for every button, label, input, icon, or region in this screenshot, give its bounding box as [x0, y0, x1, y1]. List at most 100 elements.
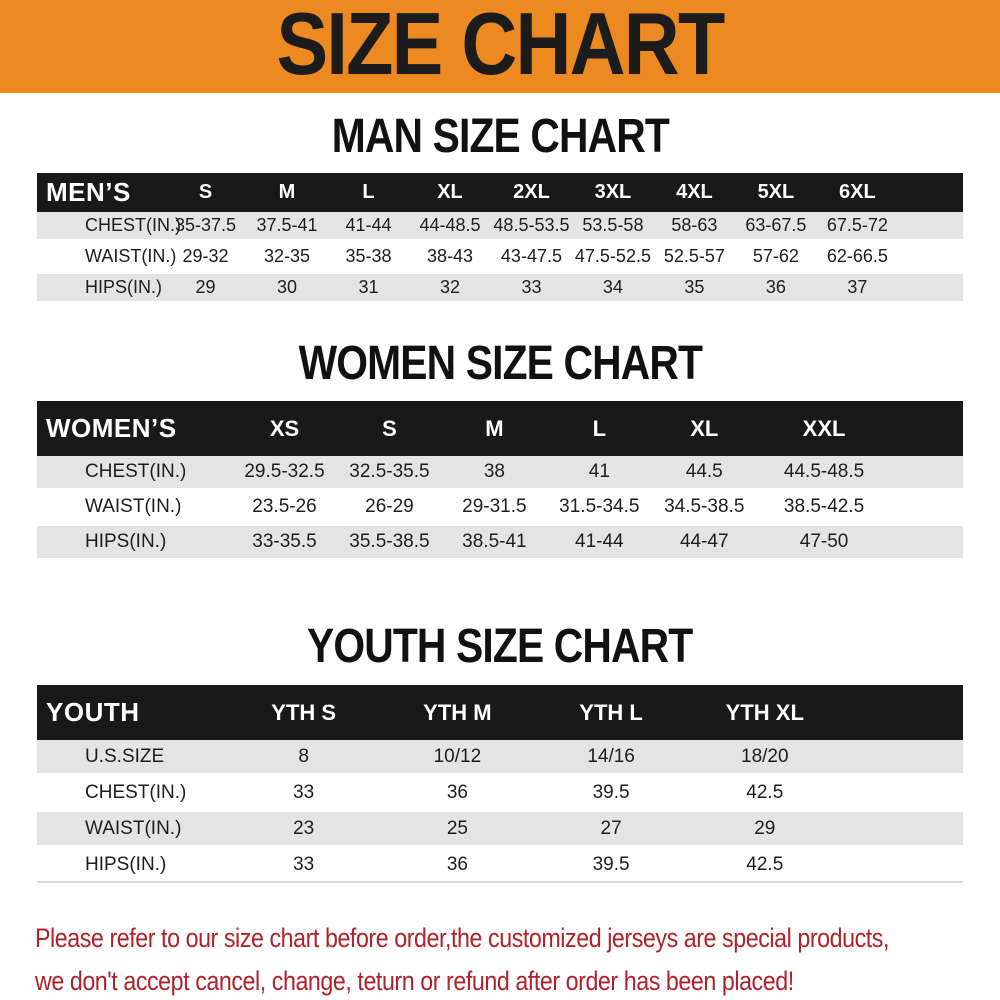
- table-cell: 37.5-41: [246, 212, 328, 243]
- table-cell: 29: [687, 812, 842, 848]
- row-label: WAIST(IN.): [37, 243, 176, 274]
- table-cell: 32.5-35.5: [336, 456, 442, 491]
- spacer-cell: [841, 685, 963, 740]
- column-header: YTH XL: [687, 685, 842, 740]
- footer-line-1: Please refer to our size chart before or…: [35, 923, 889, 953]
- table-cell: 23.5-26: [232, 491, 337, 526]
- table-cell: 63-67.5: [735, 212, 817, 243]
- table-cell: 33: [490, 274, 573, 305]
- spacer-cell: [841, 740, 963, 776]
- table-cell: 18/20: [687, 740, 842, 776]
- table-cell: 34: [572, 274, 654, 305]
- table-cell: 38-43: [409, 243, 491, 274]
- column-header: S: [336, 401, 442, 456]
- women-section-heading: WOMEN SIZE CHART: [0, 339, 1000, 389]
- table-cell: 38.5-42.5: [756, 491, 892, 526]
- column-header: XL: [651, 401, 757, 456]
- table-cell: 33: [226, 848, 381, 883]
- women-header-label: WOMEN’S: [37, 401, 233, 456]
- table-cell: 37: [816, 274, 899, 305]
- table-cell: 31.5-34.5: [546, 491, 652, 526]
- table-cell: 35.5-38.5: [336, 526, 442, 561]
- table-cell: 10/12: [380, 740, 535, 776]
- table-row: CHEST(IN.) 33 36 39.5 42.5: [37, 776, 963, 812]
- table-cell: 42.5: [687, 848, 842, 883]
- spacer-cell: [891, 491, 963, 526]
- table-cell: 31: [327, 274, 410, 305]
- table-cell: 35: [653, 274, 736, 305]
- table-cell: 33: [226, 776, 381, 812]
- spacer-cell: [891, 456, 963, 491]
- row-label: CHEST(IN.): [37, 776, 227, 812]
- table-cell: 35-37.5: [164, 212, 247, 243]
- table-cell: 41-44: [546, 526, 652, 561]
- table-cell: 25: [380, 812, 535, 848]
- column-header: XS: [232, 401, 337, 456]
- table-cell: 33-35.5: [232, 526, 337, 561]
- row-label: CHEST(IN.): [37, 212, 181, 243]
- column-header: XXL: [756, 401, 892, 456]
- table-cell: 47-50: [756, 526, 892, 561]
- table-cell: 29-31.5: [441, 491, 547, 526]
- column-header: YTH M: [380, 685, 535, 740]
- table-row: HIPS(IN.) 33 36 39.5 42.5: [37, 848, 963, 883]
- table-cell: 39.5: [534, 776, 688, 812]
- row-label: CHEST(IN.): [37, 456, 233, 491]
- table-cell: 32: [409, 274, 491, 305]
- table-header-row: MEN’S S M L XL 2XL 3XL 4XL 5XL 6XL: [37, 173, 963, 212]
- table-cell: 43-47.5: [490, 243, 573, 274]
- column-header: YTH L: [534, 685, 688, 740]
- banner-title: SIZE CHART: [276, 0, 725, 93]
- mens-size-table: MEN’S S M L XL 2XL 3XL 4XL 5XL 6XL CHEST(IN.) 35-37…: [37, 173, 963, 305]
- footer-line-2: we don't accept cancel, change, teturn o…: [35, 966, 794, 996]
- women-section-heading-text: WOMEN SIZE CHART: [298, 337, 702, 390]
- table-cell: 44.5-48.5: [756, 456, 892, 491]
- column-header: S: [164, 173, 247, 212]
- row-label: WAIST(IN.): [37, 812, 227, 848]
- table-cell: 34.5-38.5: [651, 491, 757, 526]
- youth-section-heading-text: YOUTH SIZE CHART: [307, 620, 693, 673]
- table-cell: 44-47: [651, 526, 757, 561]
- table-row: U.S.SIZE 8 10/12 14/16 18/20: [37, 740, 963, 776]
- man-section-heading: MAN SIZE CHART: [0, 112, 1000, 162]
- column-header: L: [327, 173, 410, 212]
- spacer-cell: [891, 526, 963, 561]
- table-header-row: WOMEN’S XS S M L XL XXL: [37, 401, 963, 456]
- column-header: M: [441, 401, 547, 456]
- row-label: U.S.SIZE: [37, 740, 227, 776]
- womens-size-table: WOMEN’S XS S M L XL XXL CHEST(IN.) 29.5-32.5 32.5…: [37, 401, 963, 561]
- spacer-cell: [898, 243, 963, 274]
- column-header: 3XL: [572, 173, 654, 212]
- table-cell: 29: [164, 274, 247, 305]
- table-cell: 48.5-53.5: [490, 212, 573, 243]
- row-label: HIPS(IN.): [37, 526, 233, 561]
- table-row: WAIST(IN.) 23 25 27 29: [37, 812, 963, 848]
- table-row: CHEST(IN.) 29.5-32.5 32.5-35.5 38 41 44.5 44.5…: [37, 456, 963, 491]
- men-header-label: MEN’S: [37, 173, 165, 212]
- table-cell: 27: [534, 812, 688, 848]
- table-cell: 58-63: [653, 212, 736, 243]
- table-cell: 62-66.5: [816, 243, 899, 274]
- column-header: 6XL: [816, 173, 899, 212]
- spacer-cell: [898, 212, 963, 243]
- table-cell: 32-35: [246, 243, 328, 274]
- row-label: HIPS(IN.): [37, 274, 165, 305]
- column-header: L: [546, 401, 652, 456]
- spacer-cell: [841, 812, 963, 848]
- column-header: 2XL: [490, 173, 573, 212]
- table-cell: 57-62: [735, 243, 817, 274]
- table-header-row: YOUTH YTH S YTH M YTH L YTH XL: [37, 685, 963, 740]
- column-header: 5XL: [735, 173, 817, 212]
- banner: SIZE CHART: [0, 0, 1000, 93]
- youth-size-table: YOUTH YTH S YTH M YTH L YTH XL U.S.SIZE 8 10/12…: [37, 685, 963, 883]
- spacer-cell: [898, 274, 963, 305]
- table-cell: 53.5-58: [572, 212, 654, 243]
- footer-note: Please refer to our size chart before or…: [35, 919, 1000, 1000]
- column-header: M: [246, 173, 328, 212]
- table-cell: 36: [380, 848, 535, 883]
- table-row: HIPS(IN.) 33-35.5 35.5-38.5 38.5-41 41-44 44-…: [37, 526, 963, 561]
- row-label: HIPS(IN.): [37, 848, 227, 883]
- table-cell: 26-29: [336, 491, 442, 526]
- youth-section-heading: YOUTH SIZE CHART: [0, 622, 1000, 672]
- table-cell: 29-32: [164, 243, 247, 274]
